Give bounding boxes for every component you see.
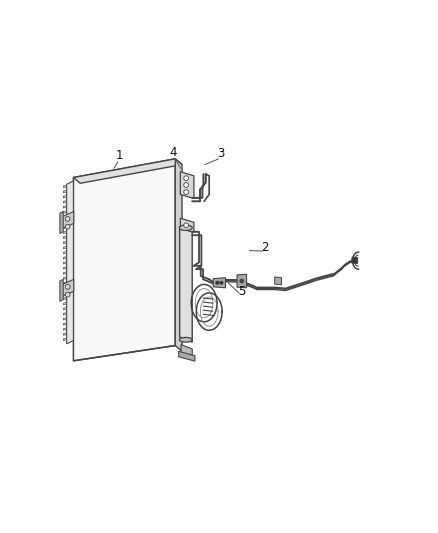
Text: 3: 3 (217, 147, 225, 160)
Polygon shape (63, 328, 67, 330)
Polygon shape (63, 256, 67, 259)
Polygon shape (63, 206, 67, 208)
Circle shape (215, 281, 219, 285)
Circle shape (65, 292, 70, 297)
Text: 4: 4 (170, 146, 177, 158)
Polygon shape (67, 181, 74, 344)
Polygon shape (63, 302, 67, 305)
Circle shape (184, 190, 188, 195)
Circle shape (184, 183, 188, 188)
Polygon shape (63, 226, 67, 229)
Circle shape (65, 285, 70, 289)
Polygon shape (63, 211, 67, 213)
Polygon shape (180, 218, 194, 232)
Polygon shape (63, 267, 67, 269)
Circle shape (65, 224, 70, 229)
Polygon shape (63, 252, 67, 254)
Polygon shape (63, 231, 67, 233)
Text: 5: 5 (238, 285, 245, 298)
Polygon shape (63, 185, 67, 188)
Polygon shape (63, 277, 67, 279)
Polygon shape (63, 241, 67, 244)
Polygon shape (63, 200, 67, 203)
Polygon shape (63, 292, 67, 295)
Polygon shape (63, 338, 67, 341)
Polygon shape (63, 236, 67, 239)
Polygon shape (63, 323, 67, 325)
Polygon shape (179, 351, 195, 361)
Polygon shape (63, 196, 67, 198)
Polygon shape (352, 260, 358, 264)
Polygon shape (63, 313, 67, 315)
Ellipse shape (179, 225, 192, 230)
Circle shape (184, 223, 188, 228)
Polygon shape (63, 262, 67, 264)
Polygon shape (60, 279, 63, 302)
Text: 2: 2 (261, 240, 269, 254)
Polygon shape (63, 190, 67, 193)
Polygon shape (63, 297, 67, 300)
Circle shape (240, 279, 244, 283)
Polygon shape (74, 159, 182, 183)
Polygon shape (180, 227, 192, 342)
Polygon shape (180, 172, 194, 199)
Polygon shape (352, 257, 358, 261)
Ellipse shape (179, 337, 192, 342)
Circle shape (220, 281, 223, 285)
Polygon shape (74, 159, 175, 361)
Circle shape (65, 216, 70, 221)
Polygon shape (275, 277, 282, 285)
Polygon shape (63, 216, 67, 218)
Polygon shape (63, 246, 67, 249)
Polygon shape (63, 333, 67, 335)
Polygon shape (63, 287, 67, 289)
Polygon shape (63, 308, 67, 310)
Polygon shape (63, 318, 67, 320)
Polygon shape (60, 212, 63, 233)
Text: 1: 1 (116, 149, 123, 162)
Polygon shape (63, 272, 67, 274)
Polygon shape (181, 344, 192, 358)
Polygon shape (63, 282, 67, 285)
Polygon shape (175, 159, 182, 351)
Polygon shape (213, 278, 226, 288)
Polygon shape (62, 212, 74, 229)
Polygon shape (62, 279, 74, 296)
Polygon shape (63, 221, 67, 223)
Circle shape (184, 176, 188, 181)
Polygon shape (237, 274, 247, 288)
